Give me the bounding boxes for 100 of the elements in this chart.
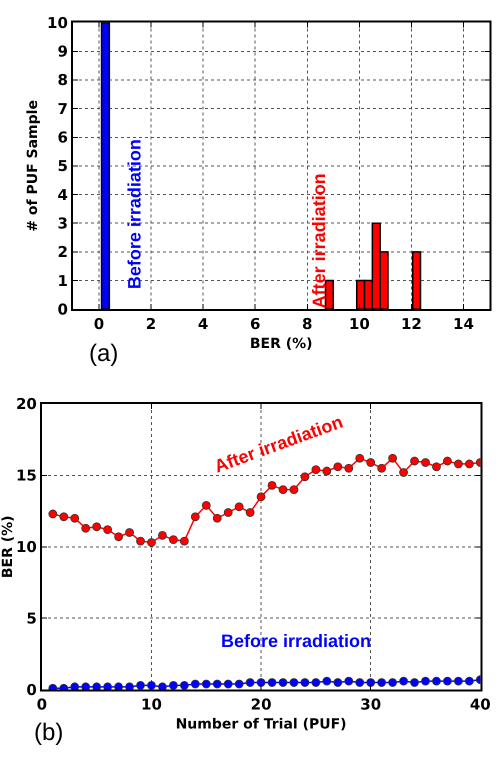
point xyxy=(234,502,244,512)
point xyxy=(432,676,441,686)
point xyxy=(443,456,452,466)
y-tick-label: 0 xyxy=(26,680,37,699)
point xyxy=(300,678,310,687)
point xyxy=(322,466,332,476)
point xyxy=(158,530,167,540)
point xyxy=(377,464,386,473)
x-tick-label: 8 xyxy=(302,315,312,334)
y-tick-label: 4 xyxy=(57,186,68,204)
point xyxy=(355,678,364,687)
point xyxy=(388,678,398,687)
point xyxy=(168,535,178,544)
point xyxy=(410,456,419,466)
point xyxy=(190,680,200,688)
point xyxy=(125,528,134,537)
point xyxy=(399,676,408,686)
x-tick-label: 6 xyxy=(250,315,260,334)
point xyxy=(147,538,156,547)
x-tick-label: 12 xyxy=(400,315,422,334)
series-label: Before irradiation xyxy=(221,631,372,651)
y-tick-label: 2 xyxy=(57,243,68,262)
point xyxy=(180,681,189,690)
y-tick-label: 20 xyxy=(16,395,37,414)
x-axis-title: BER (%) xyxy=(250,336,313,352)
point xyxy=(421,676,430,686)
point xyxy=(432,462,441,472)
point xyxy=(136,536,145,546)
y-tick-label: 8 xyxy=(57,71,68,90)
point xyxy=(322,676,332,686)
x-tick-label: 4 xyxy=(198,315,208,334)
point xyxy=(399,468,408,477)
text: Before irradiation xyxy=(124,139,145,290)
point xyxy=(388,454,398,463)
point xyxy=(278,678,288,687)
y-tick-label: 3 xyxy=(57,214,68,232)
point xyxy=(158,682,167,690)
point xyxy=(136,681,145,690)
point xyxy=(377,678,386,687)
point xyxy=(212,514,222,523)
point xyxy=(268,678,276,687)
point xyxy=(70,514,80,523)
point xyxy=(168,681,178,690)
point xyxy=(202,680,211,688)
point xyxy=(311,465,320,474)
point xyxy=(311,678,320,687)
point xyxy=(366,458,376,467)
y-tick-label: 0 xyxy=(57,300,68,318)
point xyxy=(290,485,298,494)
point xyxy=(202,500,211,510)
point xyxy=(224,508,233,517)
y-tick-label: 10 xyxy=(47,14,68,32)
x-tick-label: 0 xyxy=(94,315,104,334)
point xyxy=(59,512,68,522)
point xyxy=(256,492,266,502)
point xyxy=(256,678,266,687)
y-tick-label: 10 xyxy=(16,538,37,556)
x-tick-label: 20 xyxy=(250,696,272,714)
point xyxy=(114,682,123,690)
y-tick-label: 7 xyxy=(57,100,68,118)
point xyxy=(48,510,58,518)
point xyxy=(180,536,189,546)
point xyxy=(290,678,298,687)
y-tick-label: 1 xyxy=(57,272,68,290)
point xyxy=(103,525,112,534)
point xyxy=(300,472,310,482)
point xyxy=(366,678,376,687)
point xyxy=(190,512,200,522)
x-axis-title: Number of Trial (PUF) xyxy=(176,716,347,732)
point xyxy=(103,682,112,690)
point xyxy=(464,460,474,468)
y-tick-label: 9 xyxy=(57,42,68,61)
text: (a) xyxy=(89,340,118,367)
point xyxy=(81,524,90,533)
y-axis-title: BER (%) xyxy=(0,515,16,578)
point xyxy=(454,676,463,686)
point xyxy=(344,464,354,473)
text: (b) xyxy=(34,719,64,746)
x-tick-label: 40 xyxy=(470,696,491,714)
point xyxy=(268,480,276,490)
point xyxy=(114,532,123,542)
point xyxy=(147,681,156,690)
x-tick-label: 10 xyxy=(141,696,162,714)
point xyxy=(92,682,102,690)
point xyxy=(70,682,80,690)
y-tick-label: 5 xyxy=(26,609,37,628)
point xyxy=(125,682,134,690)
point xyxy=(246,508,255,517)
point xyxy=(410,678,419,687)
point xyxy=(454,460,463,468)
point xyxy=(81,682,90,690)
x-tick-label: 30 xyxy=(360,696,382,714)
x-tick-label: 2 xyxy=(146,315,156,334)
text: After irradiation xyxy=(309,173,330,308)
y-tick-label: 5 xyxy=(57,157,68,176)
point xyxy=(333,462,342,472)
x-tick-label: 10 xyxy=(348,315,370,334)
point xyxy=(92,522,102,532)
point xyxy=(355,454,364,463)
point xyxy=(464,676,474,686)
